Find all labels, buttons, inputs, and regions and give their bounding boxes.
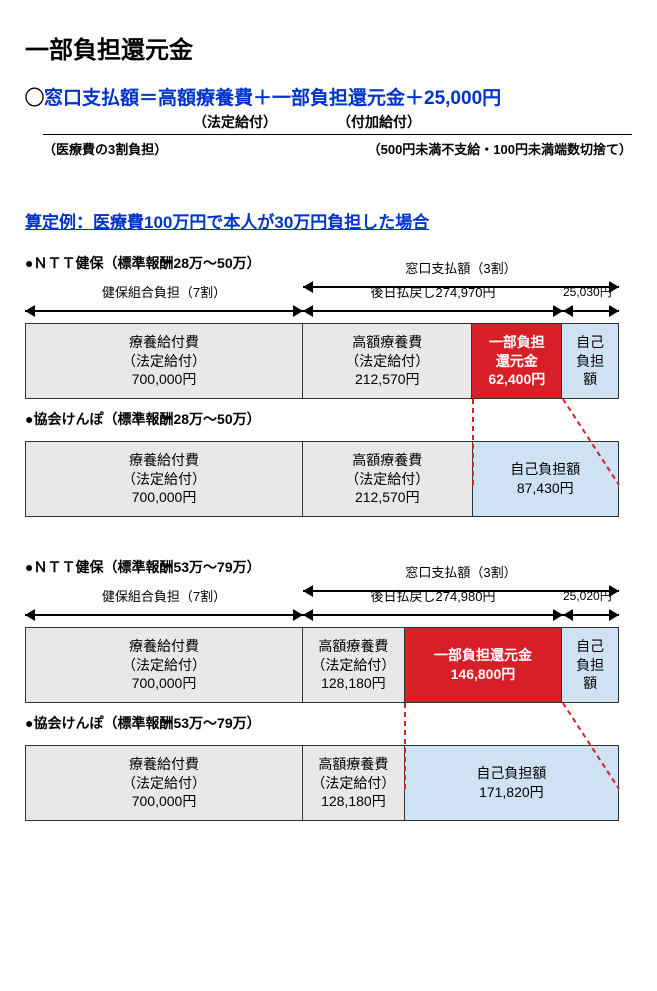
case3-seg-b: 高額療養費（法定給付）128,180円 xyxy=(303,628,405,702)
wedge1 xyxy=(25,399,632,449)
case3-seg-c: 一部負担還元金146,800円 xyxy=(405,628,562,702)
formula-line: ◯窓口支払額＝高額療養費＋一部負担還元金＋25,000円 xyxy=(25,83,632,110)
case3-seg-d: 自己負担額 xyxy=(562,628,618,702)
case3-arrows: 窓口支払額（3割） 健保組合負担（7割） 後日払戻し274,980円 25,02… xyxy=(25,579,632,627)
case1-seg-d: 自己負担額 xyxy=(562,324,618,398)
case1-bar: 療養給付費（法定給付）700,000円 高額療養費（法定給付）212,570円 … xyxy=(25,323,619,399)
case1-seg-a: 療養給付費（法定給付）700,000円 xyxy=(26,324,303,398)
case1-arrows: 窓口支払額（3割） 健保組合負担（7割） 後日払戻し274,970円 25,03… xyxy=(25,275,632,323)
page-title: 一部負担還元金 xyxy=(25,30,632,65)
wedge2 xyxy=(25,703,632,753)
formula-notes: （医療費の3割負担） （500円未満不支給・100円未満端数切捨て） xyxy=(43,139,632,158)
case1-seg-c: 一部負担還元金62,400円 xyxy=(472,324,562,398)
example-heading: 算定例：医療費100万円で本人が30万円負担した場合 xyxy=(25,208,632,233)
case1-seg-b: 高額療養費（法定給付）212,570円 xyxy=(303,324,472,398)
case3-seg-a: 療養給付費（法定給付）700,000円 xyxy=(26,628,303,702)
case3-bar: 療養給付費（法定給付）700,000円 高額療養費（法定給付）128,180円 … xyxy=(25,627,619,703)
formula-sub: （法定給付） （付加給付） xyxy=(43,112,632,135)
